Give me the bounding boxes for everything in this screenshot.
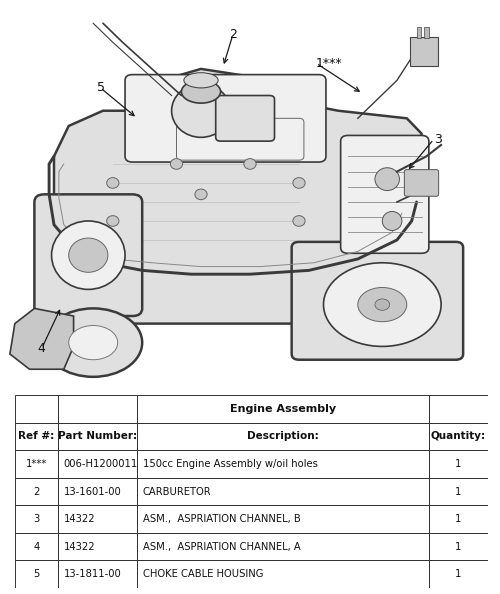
Text: 14322: 14322 [64, 514, 96, 524]
PathPatch shape [10, 308, 74, 369]
Text: 2: 2 [229, 28, 237, 41]
Text: 2: 2 [34, 486, 40, 497]
FancyBboxPatch shape [34, 194, 142, 316]
Text: 1: 1 [455, 459, 462, 469]
PathPatch shape [54, 69, 422, 324]
Text: 3: 3 [34, 514, 40, 524]
Text: Ref #:: Ref #: [18, 431, 55, 441]
Text: 1***: 1*** [316, 56, 343, 69]
Bar [424, 27, 429, 39]
Text: ASM.,  ASPRIATION CHANNEL, A: ASM., ASPRIATION CHANNEL, A [142, 542, 300, 552]
Bar [58, 533, 137, 561]
Bar [416, 27, 422, 39]
Ellipse shape [382, 211, 402, 230]
Text: ASM.,  ASPRIATION CHANNEL, B: ASM., ASPRIATION CHANNEL, B [142, 514, 300, 524]
Text: 1: 1 [455, 569, 462, 579]
Ellipse shape [195, 189, 207, 200]
Ellipse shape [324, 263, 441, 346]
Bar [429, 422, 488, 450]
Bar [15, 561, 58, 588]
Bar [15, 450, 58, 478]
Text: Description:: Description: [247, 431, 319, 441]
Bar [58, 561, 137, 588]
Text: 006-H1200011: 006-H1200011 [64, 459, 138, 469]
Ellipse shape [375, 168, 400, 191]
Ellipse shape [293, 216, 305, 226]
Text: 1: 1 [455, 486, 462, 497]
Text: Part Number:: Part Number: [58, 431, 137, 441]
Text: 1: 1 [455, 542, 462, 552]
Bar [429, 533, 488, 561]
Text: Engine Assembly: Engine Assembly [230, 404, 336, 414]
Ellipse shape [170, 159, 182, 169]
Ellipse shape [68, 238, 108, 272]
Bar [137, 395, 429, 422]
Bar [137, 505, 429, 533]
Bar [15, 395, 58, 422]
Ellipse shape [44, 308, 142, 377]
Text: 1***: 1*** [26, 459, 48, 469]
Ellipse shape [182, 80, 220, 103]
Ellipse shape [244, 159, 256, 169]
FancyBboxPatch shape [340, 135, 429, 253]
Text: Quantity:: Quantity: [430, 431, 486, 441]
Text: 4: 4 [34, 542, 40, 552]
Ellipse shape [184, 72, 218, 88]
Bar [137, 478, 429, 505]
Text: 13-1811-00: 13-1811-00 [64, 569, 122, 579]
Bar [15, 478, 58, 505]
Text: 5: 5 [34, 569, 40, 579]
Ellipse shape [106, 216, 119, 226]
Bar [429, 395, 488, 422]
Bar [58, 505, 137, 533]
Ellipse shape [358, 287, 407, 322]
Ellipse shape [293, 178, 305, 188]
Bar [429, 505, 488, 533]
FancyBboxPatch shape [410, 37, 438, 67]
Bar [137, 422, 429, 450]
Bar [429, 478, 488, 505]
Bar [429, 561, 488, 588]
Text: 1: 1 [455, 514, 462, 524]
FancyBboxPatch shape [125, 75, 326, 162]
Text: 4: 4 [38, 342, 46, 355]
Text: CARBURETOR: CARBURETOR [142, 486, 211, 497]
Bar [15, 505, 58, 533]
Ellipse shape [106, 178, 119, 188]
Bar [58, 450, 137, 478]
Ellipse shape [68, 326, 117, 360]
FancyBboxPatch shape [176, 118, 304, 160]
Bar [58, 395, 137, 422]
FancyBboxPatch shape [404, 170, 438, 196]
Bar [137, 450, 429, 478]
Bar [137, 533, 429, 561]
Ellipse shape [172, 84, 230, 137]
Bar [15, 422, 58, 450]
Bar [137, 561, 429, 588]
Bar [58, 478, 137, 505]
Ellipse shape [375, 299, 390, 310]
Text: 5: 5 [96, 81, 104, 94]
Text: 13-1601-00: 13-1601-00 [64, 486, 122, 497]
Text: 14322: 14322 [64, 542, 96, 552]
FancyBboxPatch shape [216, 96, 274, 141]
Bar [15, 533, 58, 561]
Text: 150cc Engine Assembly w/oil holes: 150cc Engine Assembly w/oil holes [142, 459, 318, 469]
Bar [58, 422, 137, 450]
Ellipse shape [52, 221, 125, 289]
Text: 3: 3 [434, 132, 442, 146]
Bar [429, 450, 488, 478]
FancyBboxPatch shape [292, 242, 463, 360]
Text: CHOKE CABLE HOUSING: CHOKE CABLE HOUSING [142, 569, 263, 579]
